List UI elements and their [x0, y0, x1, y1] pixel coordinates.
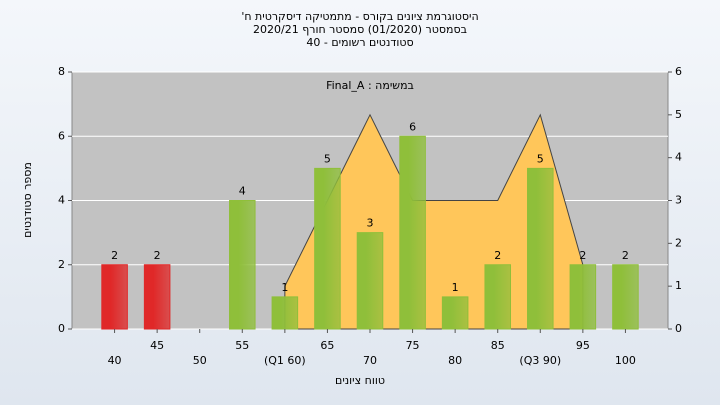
y-tick-label: 2 — [58, 258, 65, 271]
y-axis-label: מספר סטודנטים — [21, 162, 34, 238]
bar — [484, 264, 511, 330]
y2-tick-label: 4 — [675, 151, 682, 164]
bar — [143, 264, 171, 330]
y2-tick-label: 1 — [675, 279, 682, 292]
data-label: 2 — [154, 249, 161, 262]
data-label: 1 — [452, 281, 459, 294]
chart-subtitle: בסמסטר (01/2020) סמסטר חורף 2020/21 — [253, 23, 467, 36]
y-tick-label: 6 — [58, 129, 65, 142]
data-label: 4 — [239, 185, 246, 198]
bar — [527, 167, 554, 330]
y2-tick-label: 6 — [675, 65, 682, 78]
x-tick-label: 75 — [406, 339, 420, 352]
x-tick-label: 85 — [491, 339, 505, 352]
x-tick-label: 100 — [615, 354, 636, 367]
x-tick-label: 95 — [576, 339, 590, 352]
chart-title: היסטוגרמת ציונים בקורס - מתמטיקה דיסקרטי… — [241, 10, 478, 23]
bar — [271, 296, 299, 330]
data-label: 5 — [537, 152, 544, 165]
data-label: 6 — [409, 120, 416, 133]
x-tick-label: 40 — [108, 354, 122, 367]
bar — [314, 167, 341, 330]
chart-subtitle: סטודנטים רשומים - 40 — [306, 36, 413, 49]
y-tick-label: 8 — [58, 65, 65, 78]
y2-tick-label: 5 — [675, 108, 682, 121]
y-tick-label: 4 — [58, 194, 65, 207]
bar — [612, 264, 639, 330]
y-tick-label: 0 — [58, 322, 65, 335]
data-label: 2 — [494, 249, 501, 262]
x-tick-label: 70 — [363, 354, 377, 367]
data-label: 1 — [281, 281, 288, 294]
data-label: 2 — [111, 249, 118, 262]
x-axis-label: טווח ציונים — [335, 374, 385, 387]
y2-tick-label: 3 — [675, 194, 682, 207]
bar — [229, 200, 256, 330]
bar — [569, 264, 597, 330]
plot: 2 2 4 1 5 3 6 1 2 5 2 2 — [72, 71, 668, 330]
data-label: 3 — [367, 217, 374, 230]
data-label: 5 — [324, 152, 331, 165]
x-tick-label: 80 — [448, 354, 462, 367]
bar — [356, 232, 384, 330]
bar — [441, 296, 469, 330]
data-label: 2 — [579, 249, 586, 262]
x-tick-label: (Q3 90) — [519, 354, 561, 367]
x-tick-label: 65 — [320, 339, 334, 352]
x-tick-label: 55 — [235, 339, 249, 352]
x-tick-label: 45 — [150, 339, 164, 352]
y2-tick-label: 2 — [675, 236, 682, 249]
y2-tick-label: 0 — [675, 322, 682, 335]
data-label: 2 — [622, 249, 629, 262]
x-tick-label: 50 — [193, 354, 207, 367]
annotation: במשימה : Final_A — [326, 79, 414, 92]
bar — [101, 264, 128, 330]
bar — [399, 135, 426, 330]
x-tick-label: (Q1 60) — [264, 354, 306, 367]
